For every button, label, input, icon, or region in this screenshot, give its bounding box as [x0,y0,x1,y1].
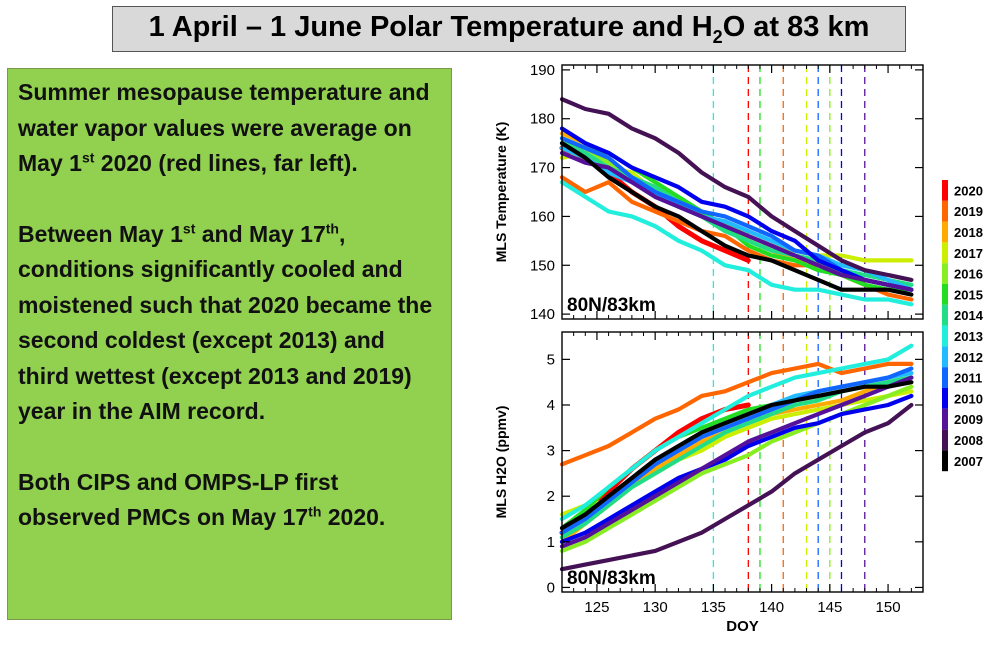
summary-panel: Summer mesopause temperature and water v… [7,68,452,620]
water-vapor-series-2016 [559,384,914,553]
legend-label-2019: 2019 [954,204,983,219]
water-vapor-location-annotation: 80N/83km [567,568,656,589]
temperature-location-annotation: 80N/83km [567,295,656,316]
paragraph-text: Between May 1 [18,220,183,247]
temperature-y-tick-label: 160 [530,208,555,225]
legend-swatch-2015 [942,284,948,305]
temperature-y-tick-label: 140 [530,306,555,323]
legend-label-2011: 2011 [954,371,982,386]
legend-label-2018: 2018 [954,225,983,240]
water-vapor-x-tick-label: 130 [643,599,668,616]
water-vapor-series-2009 [559,375,914,549]
water-vapor-series-2013 [559,343,914,522]
water-vapor-series-2008 [559,402,914,572]
temperature-y-tick-label: 170 [530,160,555,177]
water-vapor-y-tick-label: 1 [547,534,555,551]
temperature-y-tick-label: 190 [530,62,555,79]
water-vapor-x-axis-label: DOY [726,618,759,635]
temperature-plot-frame [561,64,924,320]
page-title: 1 April – 1 June Polar Temperature and H… [149,11,870,48]
superscript: st [81,149,95,166]
title-banner: 1 April – 1 June Polar Temperature and H… [112,6,906,52]
legend-swatch-2011 [942,367,948,388]
water-vapor-x-tick-label: 140 [759,599,784,616]
paragraph-text: 2020 (red lines, far left). [94,150,358,176]
superscript: st [182,219,196,236]
water-vapor-y-tick-label: 3 [547,443,555,460]
temperature-y-axis-label: MLS Temperature (K) [493,122,509,263]
summary-paragraph: Both CIPS and OMPS-LP first observed PMC… [18,465,441,536]
legend-label-2009: 2009 [954,412,983,427]
title-main: 1 April – 1 June Polar Temperature and H [148,10,713,43]
summary-paragraph: Summer mesopause temperature and water v… [18,75,441,182]
superscript: th [325,219,339,236]
legend-swatch-2018 [942,221,948,243]
summary-paragraph: Between May 1st and May 17th, conditions… [18,217,441,430]
water-vapor-y-tick-label: 0 [547,579,555,596]
legend-swatch-2014 [942,304,948,326]
legend-label-2016: 2016 [954,267,983,282]
legend-swatch-2008 [942,429,948,451]
paragraph-text: , conditions significantly cooled and mo… [18,220,433,425]
legend-label-2014: 2014 [954,308,984,323]
water-vapor-x-tick-label: 125 [584,599,609,616]
water-vapor-series-2011 [559,366,914,535]
legend-swatch-2012 [942,346,948,368]
water-vapor-y-tick-label: 4 [547,397,555,414]
temperature-series-2010 [559,126,914,292]
legend-swatch-2010 [942,388,948,409]
temperature-y-tick-label: 180 [530,111,555,128]
water-vapor-series-2019 [559,361,914,467]
legend-label-2017: 2017 [954,246,983,261]
legend-swatch-2020 [942,180,948,201]
temperature-series-2008 [559,97,914,282]
water-vapor-y-axis-label: MLS H2O (ppmv) [493,406,509,519]
title-end: O at 83 km [722,10,870,43]
paragraph-text: 2020. [321,504,386,530]
water-vapor-plot-frame [561,331,924,593]
temperature-series-2007 [559,141,914,297]
temperature-series-2013 [559,180,914,307]
water-vapor-series-2010 [559,393,914,544]
legend-swatch-2017 [942,242,948,264]
legend-label-2012: 2012 [954,350,983,365]
legend-swatch-2013 [942,325,948,347]
charts-area: 140 150 160 170 180 190 MLS Temperature (K) 80N… [470,55,1002,640]
legend-label-2013: 2013 [954,329,983,344]
legend-label-2020: 2020 [954,183,983,198]
temperature-series-2009 [559,150,914,292]
paragraph-text: and May 17 [195,220,326,247]
paragraph-text: Summer mesopause temperature and water v… [18,79,430,176]
water-vapor-y-tick-label: 5 [547,351,555,368]
legend-label-2010: 2010 [954,391,983,406]
water-vapor-x-tick-label: 135 [701,599,726,616]
legend-swatch-2007 [942,450,948,472]
legend-swatch-2016 [942,263,948,284]
paragraph-text: Both CIPS and OMPS-LP first observed PMC… [18,468,339,531]
water-vapor-x-tick-label: 150 [876,599,901,616]
legend-label-2007: 2007 [954,454,983,469]
title-subscript: 2 [712,26,723,47]
superscript: th [308,503,322,520]
water-vapor-x-tick-label: 145 [817,599,842,616]
water-vapor-series-2007 [559,380,914,531]
legend-swatch-2019 [942,200,948,222]
temperature-y-tick-label: 150 [530,257,555,274]
legend-label-2015: 2015 [954,287,983,302]
water-vapor-y-tick-label: 2 [547,488,555,505]
legend-swatch-2009 [942,408,948,430]
legend-label-2008: 2008 [954,433,983,448]
